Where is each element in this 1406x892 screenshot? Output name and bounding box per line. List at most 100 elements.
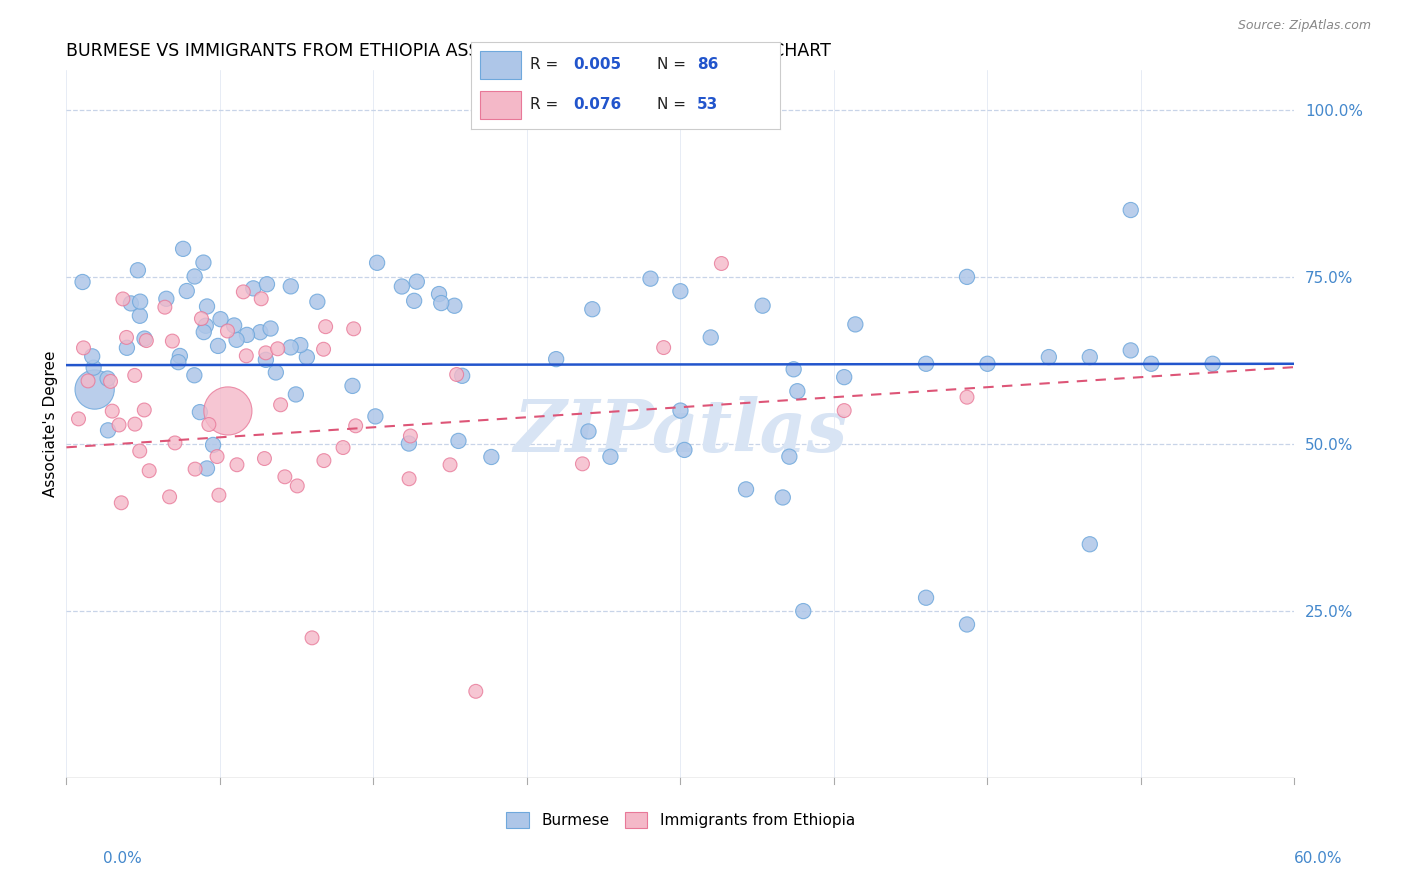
Point: [844, 318, 866, 332]
Point: [111, 292, 134, 306]
Point: [1038, 350, 1060, 364]
Point: [344, 418, 367, 433]
Point: [77, 374, 100, 388]
Point: [295, 350, 318, 364]
Point: [138, 464, 160, 478]
Point: [115, 341, 138, 355]
Point: [202, 438, 225, 452]
Point: [120, 296, 142, 310]
Point: [183, 368, 205, 383]
Point: [464, 684, 486, 698]
Point: [83, 383, 105, 397]
Point: [134, 403, 156, 417]
Point: [115, 330, 138, 344]
Text: N =: N =: [657, 97, 686, 112]
Point: [217, 324, 239, 338]
Point: [673, 442, 696, 457]
Point: [208, 488, 231, 502]
Point: [581, 302, 603, 317]
Point: [1119, 202, 1142, 217]
Point: [956, 269, 979, 284]
Point: [270, 398, 292, 412]
Point: [342, 379, 364, 393]
Text: R =: R =: [530, 57, 558, 71]
Point: [751, 299, 773, 313]
Point: [163, 436, 186, 450]
Text: BURMESE VS IMMIGRANTS FROM ETHIOPIA ASSOCIATE’S DEGREE CORRELATION CHART: BURMESE VS IMMIGRANTS FROM ETHIOPIA ASSO…: [66, 42, 831, 60]
Point: [67, 412, 90, 426]
Point: [72, 341, 94, 355]
Bar: [481, 51, 520, 78]
Text: 53: 53: [697, 97, 718, 112]
Point: [193, 255, 215, 269]
Text: 60.0%: 60.0%: [1295, 852, 1343, 866]
Point: [226, 458, 249, 472]
Point: [101, 404, 124, 418]
Text: R =: R =: [530, 97, 558, 112]
Point: [83, 360, 105, 375]
Point: [100, 375, 122, 389]
Point: [315, 319, 337, 334]
Point: [398, 472, 420, 486]
Point: [735, 483, 758, 497]
Point: [307, 294, 329, 309]
Point: [155, 292, 177, 306]
Point: [190, 311, 212, 326]
Legend: Burmese, Immigrants from Ethiopia: Burmese, Immigrants from Ethiopia: [501, 806, 860, 834]
Point: [285, 479, 308, 493]
Point: [778, 450, 800, 464]
Point: [915, 591, 938, 605]
Point: [135, 334, 157, 348]
Point: [366, 256, 388, 270]
Point: [162, 334, 184, 348]
Point: [399, 429, 422, 443]
Point: [640, 271, 662, 285]
Point: [479, 450, 502, 464]
Point: [153, 300, 176, 314]
Text: ZIPatlas: ZIPatlas: [513, 395, 848, 467]
Point: [1078, 350, 1101, 364]
Point: [224, 318, 246, 333]
Point: [198, 417, 221, 432]
Point: [195, 300, 218, 314]
Point: [312, 453, 335, 467]
Point: [82, 349, 104, 363]
Point: [249, 325, 271, 339]
Point: [772, 491, 794, 505]
Point: [259, 321, 281, 335]
Point: [254, 352, 277, 367]
Point: [274, 470, 297, 484]
Point: [398, 436, 420, 450]
Text: 0.076: 0.076: [574, 97, 621, 112]
Point: [97, 423, 120, 437]
Point: [669, 285, 692, 299]
Text: 0.005: 0.005: [574, 57, 621, 71]
Point: [312, 343, 335, 357]
Point: [1119, 343, 1142, 358]
Text: 86: 86: [697, 57, 718, 71]
Point: [205, 450, 228, 464]
Text: Source: ZipAtlas.com: Source: ZipAtlas.com: [1237, 19, 1371, 31]
Point: [264, 366, 287, 380]
Point: [571, 457, 593, 471]
Point: [439, 458, 461, 472]
Point: [446, 368, 468, 382]
Point: [128, 309, 150, 323]
Point: [391, 279, 413, 293]
Point: [792, 604, 814, 618]
Point: [110, 496, 132, 510]
Point: [128, 444, 150, 458]
Point: [129, 294, 152, 309]
Point: [217, 404, 239, 418]
Point: [284, 387, 307, 401]
Point: [207, 339, 229, 353]
Point: [956, 617, 979, 632]
Point: [235, 349, 257, 363]
Point: [225, 333, 247, 347]
Point: [232, 285, 254, 299]
Point: [72, 275, 94, 289]
Point: [451, 368, 474, 383]
Point: [236, 327, 259, 342]
Point: [242, 281, 264, 295]
Point: [578, 425, 600, 439]
